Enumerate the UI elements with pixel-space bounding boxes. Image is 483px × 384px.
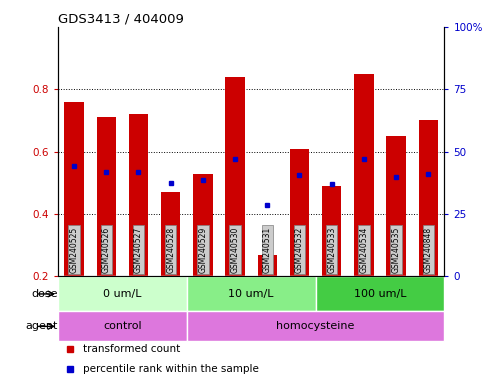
Bar — [257, 255, 277, 276]
Bar — [226, 77, 245, 276]
Text: 0 um/L: 0 um/L — [103, 289, 142, 299]
Bar — [187, 311, 444, 341]
Bar — [315, 276, 444, 311]
Text: GSM240535: GSM240535 — [392, 227, 400, 273]
Text: GSM240526: GSM240526 — [102, 227, 111, 273]
Text: GDS3413 / 404009: GDS3413 / 404009 — [58, 13, 184, 26]
Text: GSM240525: GSM240525 — [70, 227, 79, 273]
Text: homocysteine: homocysteine — [276, 321, 355, 331]
Text: agent: agent — [26, 321, 58, 331]
Text: 10 um/L: 10 um/L — [228, 289, 274, 299]
Bar — [129, 114, 148, 276]
Text: control: control — [103, 321, 142, 331]
Bar — [64, 102, 84, 276]
Bar — [187, 276, 315, 311]
Text: GSM240527: GSM240527 — [134, 227, 143, 273]
Bar — [322, 186, 341, 276]
Bar — [193, 174, 213, 276]
Bar — [97, 118, 116, 276]
Text: GSM240534: GSM240534 — [359, 227, 369, 273]
Text: GSM240848: GSM240848 — [424, 227, 433, 273]
Bar — [290, 149, 309, 276]
Text: percentile rank within the sample: percentile rank within the sample — [83, 364, 259, 374]
Text: GSM240530: GSM240530 — [230, 227, 240, 273]
Bar — [58, 311, 187, 341]
Text: dose: dose — [31, 289, 58, 299]
Text: GSM240528: GSM240528 — [166, 227, 175, 273]
Text: GSM240533: GSM240533 — [327, 227, 336, 273]
Text: GSM240529: GSM240529 — [199, 227, 207, 273]
Bar — [161, 192, 180, 276]
Bar — [58, 276, 187, 311]
Bar — [354, 74, 373, 276]
Bar — [386, 136, 406, 276]
Text: 100 um/L: 100 um/L — [354, 289, 406, 299]
Text: transformed count: transformed count — [83, 344, 180, 354]
Bar — [419, 121, 438, 276]
Text: GSM240531: GSM240531 — [263, 227, 272, 273]
Text: GSM240532: GSM240532 — [295, 227, 304, 273]
